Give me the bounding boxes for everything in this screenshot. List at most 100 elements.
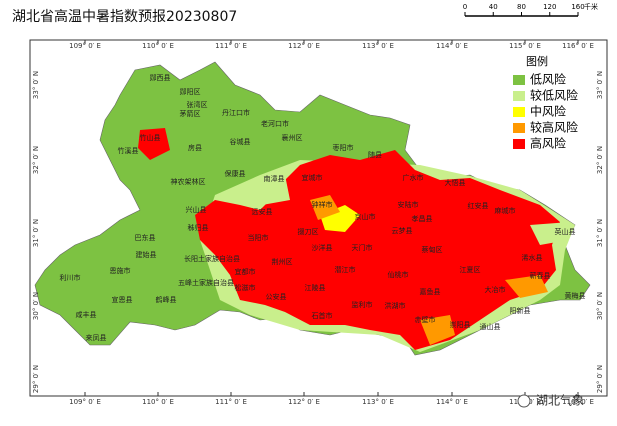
place-label: 巴东县 xyxy=(135,233,156,242)
place-label: 竹溪县 xyxy=(118,146,139,155)
latitude-label: 32° 0′ N xyxy=(32,146,40,174)
latitude-label: 32° 0′ N xyxy=(596,146,604,174)
place-label: 安陆市 xyxy=(398,200,419,209)
place-label: 松滋市 xyxy=(235,283,256,292)
legend-label: 低风险 xyxy=(530,72,566,87)
place-label: 咸丰县 xyxy=(76,310,97,319)
place-label: 襄州区 xyxy=(282,133,303,142)
longitude-label: 114° 0′ E xyxy=(436,42,468,50)
longitude-label: 116° 0′ E xyxy=(562,42,594,50)
place-label: 阳新县 xyxy=(510,306,531,315)
place-label: 房县 xyxy=(188,143,202,152)
place-label: 嘉鱼县 xyxy=(420,287,441,296)
regions xyxy=(34,61,591,356)
legend-label: 中风险 xyxy=(530,104,566,119)
place-label: 鹤峰县 xyxy=(156,295,177,304)
latitude-label: 31° 0′ N xyxy=(32,219,40,247)
place-label: 当阳市 xyxy=(248,233,269,242)
scale-unit: 千米 xyxy=(584,2,598,11)
place-label: 大悟县 xyxy=(445,178,466,187)
latitude-label: 30° 0′ N xyxy=(32,292,40,320)
place-label: 浠水县 xyxy=(522,253,543,262)
legend-swatch xyxy=(513,75,525,85)
place-label: 兴山县 xyxy=(186,205,207,214)
place-label: 沙洋县 xyxy=(312,243,333,252)
latitude-label: 30° 0′ N xyxy=(596,292,604,320)
longitude-label: 115° 0′ E xyxy=(509,42,541,50)
place-label: 远安县 xyxy=(252,207,273,216)
longitude-label: 114° 0′ E xyxy=(436,398,468,406)
legend-swatch xyxy=(513,123,525,133)
place-label: 宜城市 xyxy=(302,173,323,182)
latitude-label: 33° 0′ N xyxy=(32,71,40,99)
place-label: 黄梅县 xyxy=(565,291,586,300)
place-label: 天门市 xyxy=(352,243,373,252)
place-label: 广水市 xyxy=(403,173,424,182)
place-label: 崇阳县 xyxy=(450,320,471,329)
place-label: 茅箭区 xyxy=(180,109,201,118)
scale-label: 80 xyxy=(517,3,526,11)
place-label: 竹山县 xyxy=(140,133,161,142)
place-label: 红安县 xyxy=(468,201,489,210)
longitude-label: 112° 0′ E xyxy=(288,42,320,50)
longitude-label: 111° 0′ E xyxy=(215,42,247,50)
place-label: 郧西县 xyxy=(150,74,171,82)
place-label: 恩施市 xyxy=(110,266,131,275)
place-label: 郧阳区 xyxy=(180,87,201,96)
scale-label: 160 xyxy=(571,3,584,11)
longitude-label: 113° 0′ E xyxy=(362,42,394,50)
higher-risk-zone xyxy=(310,195,340,220)
longitude-label: 112° 0′ E xyxy=(288,398,320,406)
place-label: 通山县 xyxy=(480,322,501,331)
place-label: 云梦县 xyxy=(392,227,413,235)
place-label: 秭归县 xyxy=(188,223,209,232)
high-risk-zone xyxy=(138,128,170,160)
place-label: 潜江市 xyxy=(335,265,356,274)
place-label: 谷城县 xyxy=(230,137,251,146)
watermark: 湖北气象 xyxy=(536,393,584,408)
place-label: 英山县 xyxy=(555,227,576,236)
higher-risk-zone xyxy=(505,275,548,298)
longitude-label: 109° 0′ E xyxy=(69,42,101,50)
place-label: 保康县 xyxy=(225,169,246,178)
place-label: 麻城市 xyxy=(495,206,516,215)
place-label: 张湾区 xyxy=(187,100,208,109)
latitude-label: 31° 0′ N xyxy=(596,219,604,247)
latitude-label: 33° 0′ N xyxy=(596,71,604,99)
scale-label: 40 xyxy=(489,3,498,11)
place-label: 公安县 xyxy=(266,292,287,301)
legend-label: 较低风险 xyxy=(530,88,578,103)
longitude-label: 116° 0′ E xyxy=(562,398,594,406)
lower-risk-zone xyxy=(530,222,570,245)
place-label: 仙桃市 xyxy=(388,270,409,279)
place-label: 长阳土家族自治县 xyxy=(184,254,240,263)
longitude-label: 110° 0′ E xyxy=(142,398,174,406)
scale-label: 120 xyxy=(543,3,556,11)
longitude-label: 110° 0′ E xyxy=(142,42,174,50)
place-label: 建始县 xyxy=(136,250,157,259)
place-label: 南漳县 xyxy=(264,174,285,183)
higher-risk-zone xyxy=(420,315,455,345)
legend-swatch xyxy=(513,91,525,101)
place-label: 监利市 xyxy=(352,300,373,309)
legend-swatch xyxy=(513,139,525,149)
place-label: 石首市 xyxy=(312,311,333,320)
place-label: 老河口市 xyxy=(261,119,289,128)
watermark-icon xyxy=(517,394,531,408)
place-label: 神农架林区 xyxy=(171,177,206,186)
title: 湖北省高温中暑指数预报20230807 xyxy=(12,8,237,25)
place-label: 孝昌县 xyxy=(412,215,433,223)
place-label: 赤壁市 xyxy=(415,315,436,324)
longitude-label: 111° 0′ E xyxy=(215,398,247,406)
lower-risk-zone xyxy=(255,175,290,205)
place-label: 宜都市 xyxy=(235,267,256,276)
place-label: 京山市 xyxy=(355,212,376,221)
place-label: 丹江口市 xyxy=(222,108,250,117)
scale-label: 0 xyxy=(463,3,467,11)
place-label: 枣阳市 xyxy=(333,143,354,152)
place-label: 利川市 xyxy=(60,273,81,282)
longitude-label: 113° 0′ E xyxy=(362,398,394,406)
place-label: 蔡甸区 xyxy=(422,245,443,254)
